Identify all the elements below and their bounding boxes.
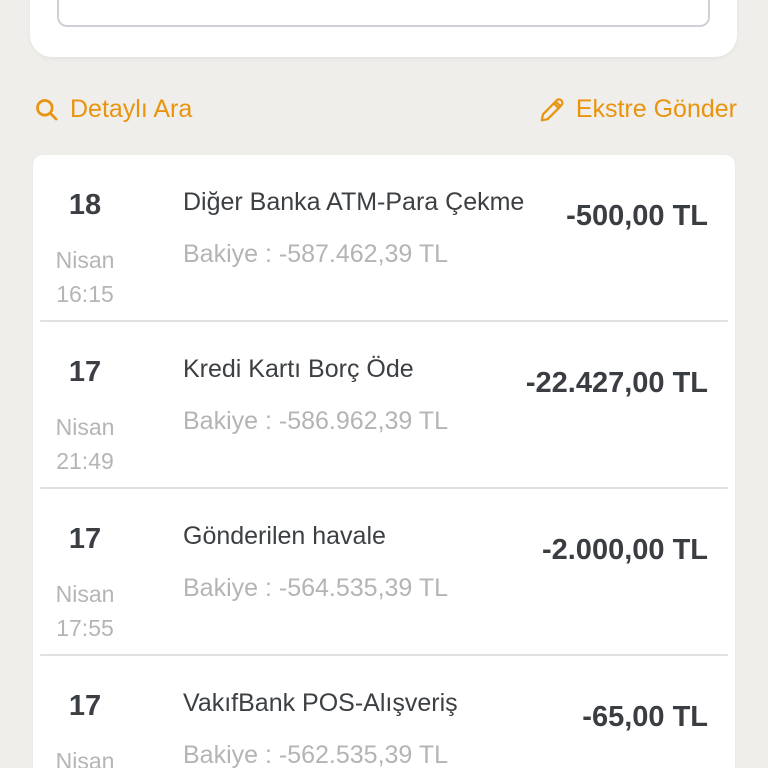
transaction-row[interactable]: 17 Nisan 17:55 Gönderilen havale -2.000,… xyxy=(33,489,735,656)
transaction-balance: Bakiye : -587.462,39 TL xyxy=(183,240,448,268)
list-actions-bar: Detaylı Ara Ekstre Gönder xyxy=(33,90,737,128)
transaction-month: Nisan xyxy=(55,748,115,768)
transaction-day: 17 xyxy=(68,523,102,555)
transaction-month: Nisan xyxy=(55,414,115,440)
transaction-row[interactable]: 17 Nisan VakıfBank POS-Alışveriş -65,00 … xyxy=(33,656,735,768)
transaction-title: VakıfBank POS-Alışveriş xyxy=(183,689,458,717)
transaction-time: 17:55 xyxy=(56,615,114,641)
account-selector-field[interactable] xyxy=(57,0,710,27)
transaction-day: 17 xyxy=(68,356,102,388)
pencil-icon xyxy=(539,96,566,123)
transaction-list: 18 Nisan 16:15 Diğer Banka ATM-Para Çekm… xyxy=(33,155,735,768)
transaction-day: 17 xyxy=(68,690,102,722)
transaction-row[interactable]: 17 Nisan 21:49 Kredi Kartı Borç Öde -22.… xyxy=(33,322,735,489)
transaction-day: 18 xyxy=(68,189,102,221)
transaction-balance: Bakiye : -562.535,39 TL xyxy=(183,741,448,768)
transaction-time: 16:15 xyxy=(56,281,114,307)
transaction-amount: -500,00 TL xyxy=(566,200,708,232)
transaction-title: Kredi Kartı Borç Öde xyxy=(183,355,414,383)
transaction-month: Nisan xyxy=(55,581,115,607)
transaction-row[interactable]: 18 Nisan 16:15 Diğer Banka ATM-Para Çekm… xyxy=(33,155,735,322)
transaction-month: Nisan xyxy=(55,247,115,273)
transaction-title: Diğer Banka ATM-Para Çekme xyxy=(183,188,525,216)
transaction-title: Gönderilen havale xyxy=(183,522,386,550)
send-statement-label: Ekstre Gönder xyxy=(575,94,737,123)
transaction-balance: Bakiye : -586.962,39 TL xyxy=(183,407,448,435)
send-statement-button[interactable]: Ekstre Gönder xyxy=(539,95,737,124)
detailed-search-label: Detaylı Ara xyxy=(70,94,193,123)
transaction-balance: Bakiye : -564.535,39 TL xyxy=(183,574,448,602)
detailed-search-button[interactable]: Detaylı Ara xyxy=(33,95,192,124)
top-summary-card xyxy=(30,0,737,57)
search-icon xyxy=(33,96,60,123)
transaction-amount: -22.427,00 TL xyxy=(525,367,708,399)
transaction-time: 21:49 xyxy=(56,448,114,474)
transaction-amount: -2.000,00 TL xyxy=(541,534,708,566)
transaction-amount: -65,00 TL xyxy=(582,701,708,733)
